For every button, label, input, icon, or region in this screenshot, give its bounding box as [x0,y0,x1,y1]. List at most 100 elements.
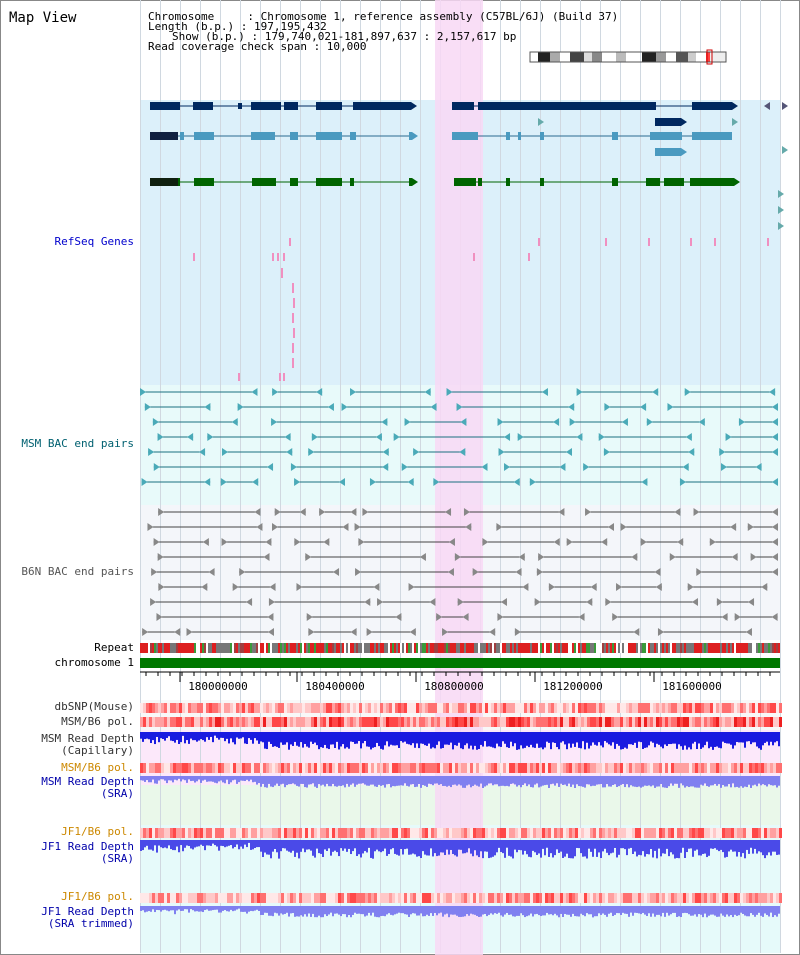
msm-pol2-cell [197,763,200,773]
jf1-pol-cell [221,828,224,838]
track-label-msm-depth-capillary[interactable]: MSM Read Depth (Capillary) [41,732,134,757]
msm-bac-end [667,403,674,411]
msm-capillary-depth-bar [150,732,152,744]
b6n-bac-end [578,613,585,621]
msm-capillary-depth-bar [628,732,630,745]
jf1-pol2-cell [602,893,605,903]
msm-sra-depth-bar [492,776,494,786]
track-label-dbsnp[interactable]: dbSNP(Mouse) [54,700,134,713]
msm-pol2-cell [683,763,686,773]
jf1-pol-cell [461,828,464,838]
msm-pol2-cell [491,763,494,773]
gene-exon [690,178,734,186]
track-label-msm-bac[interactable]: MSM BAC end pairs [21,437,134,450]
b6n-bac-end [350,508,357,516]
repeat-block [748,643,750,653]
jf1-pol-cell [626,828,629,838]
track-label-refseq[interactable]: RefSeq Genes [54,235,134,248]
msm-sra-depth-bar [554,776,556,786]
track-label-msm-depth-sra[interactable]: MSM Read Depth (SRA) [41,775,134,800]
track-label-msm-b6-pol-1[interactable]: MSM/B6 pol. [61,715,134,728]
msm-pol2-cell [614,763,617,773]
dbsnp-cell [761,703,764,713]
jf1-pol2-cell [554,893,557,903]
msm-pol2-cell [260,763,263,773]
repeat-block [542,643,544,653]
jf1-sra-depth-bar [166,840,168,849]
jf1-sra-depth-bar [178,840,180,853]
msm-pol2-cell [152,763,155,773]
repeat-block [686,643,688,653]
repeat-block [670,643,672,653]
repeat-block [444,643,446,653]
track-label-jf1-b6-pol-2[interactable]: JF1/B6 pol. [61,890,134,903]
b6n-bac-end [246,598,253,606]
msm-capillary-depth-bar [540,732,542,748]
dbsnp-cell [170,703,173,713]
msm-sra-depth-bar [662,776,664,788]
repeat-block [566,643,568,653]
track-label-b6n-bac[interactable]: B6N BAC end pairs [21,565,134,578]
repeat-block [564,643,566,653]
b6n-bac-end [748,598,755,606]
msm-pol-cell [692,717,695,727]
track-label-jf1-depth-sra[interactable]: JF1 Read Depth (SRA) [41,840,134,865]
msm-capillary-depth-bar [664,732,666,745]
repeat-block [420,643,422,653]
msm-pol-cell [431,717,434,727]
msm-bac-end [144,403,151,411]
jf1-pol2-cell [632,893,635,903]
dbsnp-cell [359,703,362,713]
dbsnp-cell [341,703,344,713]
jf1-pol-cell [359,828,362,838]
msm-capillary-depth-bar [636,732,638,748]
jf1-trimmed-depth-bar [696,906,698,917]
dbsnp-cell [560,703,563,713]
msm-pol-cell [764,717,767,727]
dbsnp-cell [536,703,539,713]
jf1-sra-depth-bar [210,840,212,846]
msm-sra-depth-bar [634,776,636,787]
track-label-repeat: Repeat [94,641,134,654]
msm-pol2-cell [509,763,512,773]
msm-pol-cell [749,717,752,727]
msm-sra-depth-bar [422,776,424,786]
msm-sra-depth-bar [610,776,612,787]
dbsnp-cell [194,703,197,713]
msm-sra-depth-bar [188,776,190,780]
msm-pol-cell [662,717,665,727]
jf1-sra-depth-bar [578,840,580,849]
track-label-msm-b6-pol-2[interactable]: MSM/B6 pol. [61,761,134,774]
track-label-jf1-b6-pol-1[interactable]: JF1/B6 pol. [61,825,134,838]
msm-pol-cell [758,717,761,727]
msm-capillary-depth-bar [260,732,262,742]
jf1-pol-cell [557,828,560,838]
jf1-pol-cell [344,828,347,838]
jf1-pol-cell [416,828,419,838]
jf1-pol2-cell [197,893,200,903]
jf1-sra-depth-bar [314,840,316,858]
jf1-trimmed-depth-bar [736,906,738,916]
repeat-block [318,643,320,653]
msm-capillary-depth-bar [572,732,574,744]
jf1-trimmed-depth-bar [250,906,252,911]
jf1-sra-depth-bar [672,840,674,855]
dbsnp-cell [779,703,782,713]
jf1-trimmed-depth-bar [160,906,162,912]
jf1-trimmed-depth-bar [344,906,346,915]
msm-sra-depth-bar [146,776,148,781]
repeat-block [388,643,390,653]
jf1-pol-cell [206,828,209,838]
msm-sra-depth-bar [558,776,560,787]
refseq-minor-feature [283,373,285,381]
msm-pol2-cell [302,763,305,773]
msm-pol2-cell [485,763,488,773]
msm-sra-depth-bar [540,776,542,787]
msm-pol-cell [554,717,557,727]
jf1-trimmed-depth-bar [252,906,254,912]
msm-sra-depth-bar [628,776,630,788]
jf1-pol2-cell [209,893,212,903]
track-label-jf1-depth-trimmed[interactable]: JF1 Read Depth (SRA trimmed) [41,905,134,930]
msm-pol2-cell [320,763,323,773]
